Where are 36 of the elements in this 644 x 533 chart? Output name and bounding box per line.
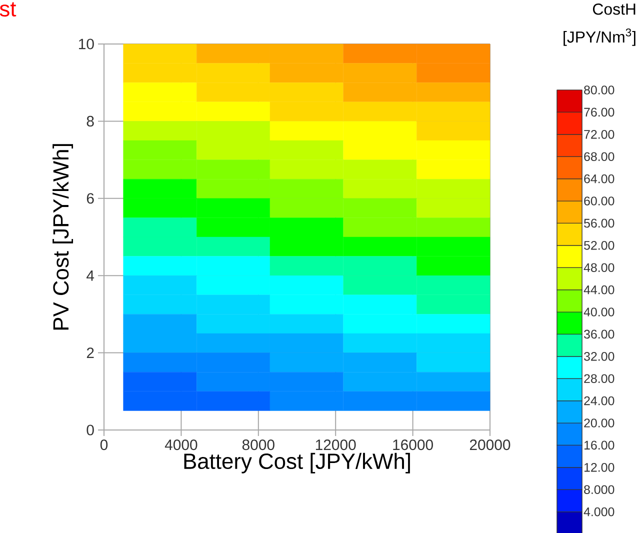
y-tick-label: 8: [86, 116, 94, 126]
y-tick-label: 4: [86, 270, 94, 281]
color-bar-label: 64.00: [584, 174, 614, 184]
color-bar-label: 20.00: [584, 418, 614, 428]
y-tick-label: 10: [79, 38, 94, 50]
y-tick-label: 6: [86, 193, 94, 204]
color-bar-label: 76.00: [584, 108, 614, 117]
color-bar-label: 44.00: [584, 285, 614, 294]
color-bar-label: 68.00: [584, 152, 614, 162]
x-tick-label: 8000: [242, 440, 274, 450]
y-tick-label: 2: [86, 348, 94, 358]
x-axis-title: Battery Cost [JPY/kWh]: [184, 452, 410, 474]
y-tick-label: 0: [86, 424, 94, 436]
color-bar-label: 24.00: [584, 396, 614, 406]
color-bar-label: 40.00: [584, 308, 614, 316]
color-bar-label: 60.00: [584, 196, 614, 206]
color-bar-title: CostH [JPY/Nm$^{3}$]: [564, 4, 636, 46]
y-axis-title: PV Cost [JPY/kWh]: [52, 144, 74, 330]
color-bar-label: 28.00: [584, 374, 614, 384]
x-tick-label: 0: [100, 440, 108, 450]
color-bar-label: 16.00: [584, 440, 614, 450]
color-bar-label: 56.00: [584, 218, 614, 228]
color-bar-label: 36.00: [584, 330, 614, 339]
color-bar-label: 12.00: [584, 463, 614, 472]
x-tick-label: 20000: [470, 440, 510, 450]
color-bar-label: 52.00: [584, 241, 614, 250]
x-tick-label: 16000: [393, 440, 433, 450]
color-bar-label: 4.000: [584, 507, 614, 516]
color-bar-label: 32.00: [584, 352, 614, 361]
x-tick-label: 4000: [164, 440, 198, 450]
color-bar-label: 72.00: [584, 130, 614, 139]
color-bar-label: 8.000: [584, 485, 614, 494]
color-bar-label: 80.00: [584, 86, 614, 94]
text: st: [0, 2, 16, 17]
x-tick-label: 12000: [316, 440, 356, 450]
color-bar-label: 48.00: [584, 263, 614, 272]
